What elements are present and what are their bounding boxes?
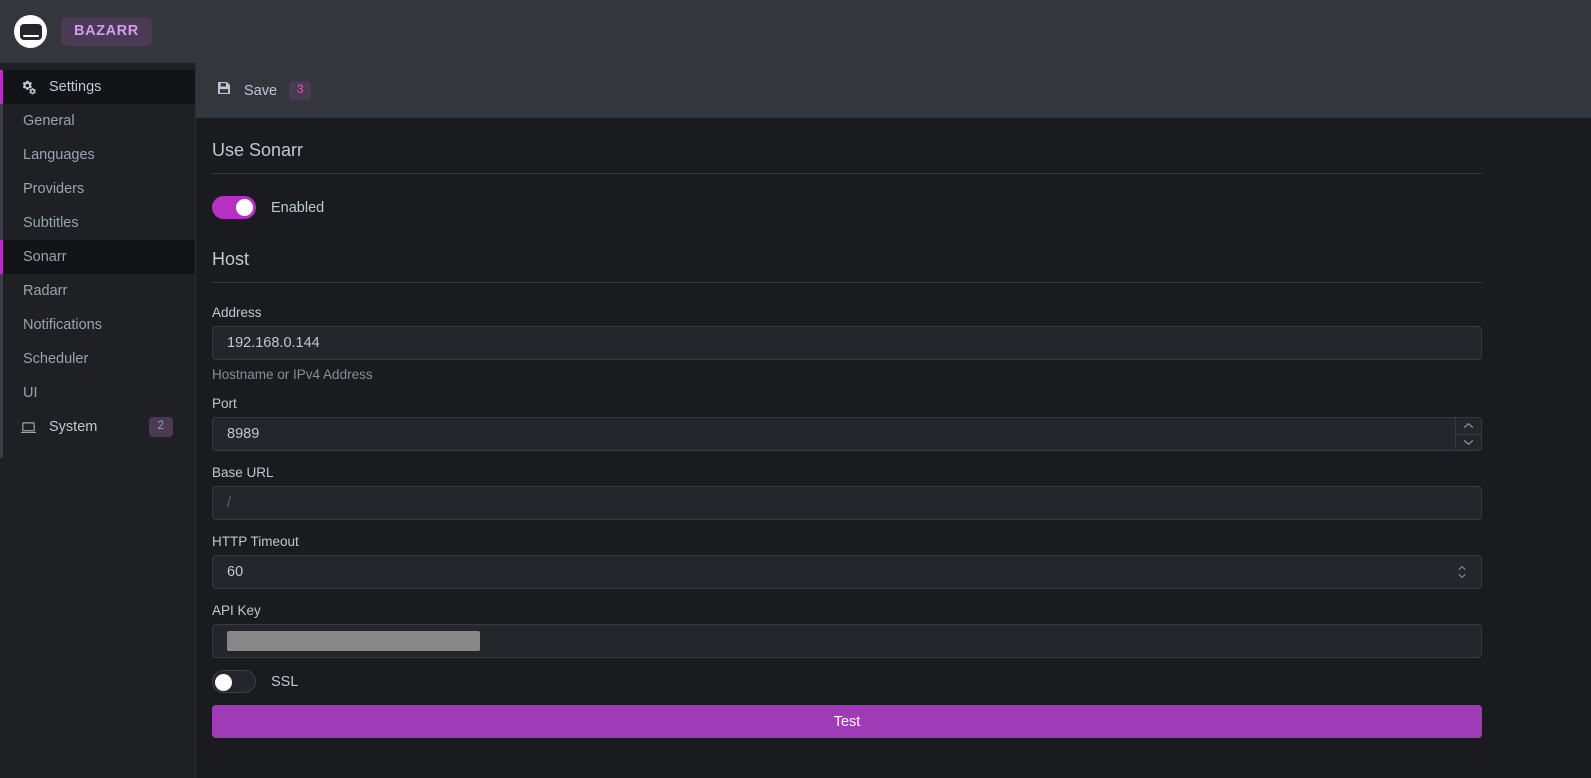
sidebar: Settings General Languages Providers Sub… <box>0 63 196 778</box>
port-input-value: 8989 <box>227 426 260 442</box>
address-hint: Hostname or IPv4 Address <box>212 367 373 382</box>
port-label: Port <box>212 396 237 411</box>
base-url-input[interactable]: / <box>212 486 1482 520</box>
toggle-knob <box>215 674 232 691</box>
base-url-label: Base URL <box>212 465 274 480</box>
brand-badge[interactable]: BAZARR <box>61 17 152 46</box>
logo-inner-shape <box>19 23 42 40</box>
api-key-input[interactable] <box>212 624 1482 658</box>
sidebar-item-sonarr[interactable]: Sonarr <box>0 240 195 274</box>
sidebar-item-label: UI <box>23 384 38 401</box>
enabled-toggle-label: Enabled <box>271 199 325 216</box>
base-url-input-placeholder: / <box>227 495 232 511</box>
sidebar-bottom-rail <box>0 444 195 458</box>
port-stepper[interactable] <box>1455 418 1481 450</box>
sidebar-item-system[interactable]: System 2 <box>0 410 195 444</box>
sidebar-item-label: Notifications <box>23 316 102 333</box>
laptop-icon <box>20 419 37 436</box>
toggle-knob <box>236 199 253 216</box>
field-base-url: Base URL / <box>212 465 1591 534</box>
http-timeout-input[interactable]: 60 <box>212 555 1482 589</box>
field-gap <box>212 520 1591 534</box>
sidebar-item-radarr[interactable]: Radarr <box>0 274 195 308</box>
field-http-timeout: HTTP Timeout 60 <box>212 534 1591 603</box>
enabled-toggle-row: Enabled <box>212 196 1591 219</box>
sidebar-item-providers[interactable]: Providers <box>0 172 195 206</box>
sidebar-item-ui[interactable]: UI <box>0 376 195 410</box>
sidebar-item-label: Radarr <box>23 282 68 299</box>
address-label: Address <box>212 305 262 320</box>
sidebar-item-label: Sonarr <box>23 248 67 265</box>
field-address: Address 192.168.0.144 Hostname or IPv4 A… <box>212 305 1591 382</box>
http-timeout-stepper[interactable] <box>1457 565 1467 579</box>
address-input[interactable]: 192.168.0.144 <box>212 326 1482 360</box>
save-button[interactable]: Save <box>216 80 277 101</box>
sidebar-item-general[interactable]: General <box>0 104 195 138</box>
ssl-toggle-label: SSL <box>271 673 299 690</box>
section-title-use-sonarr: Use Sonarr <box>212 140 304 160</box>
field-api-key: API Key <box>212 603 1591 658</box>
section-divider <box>212 173 1482 174</box>
api-key-label: API Key <box>212 603 261 618</box>
sidebar-item-label: Providers <box>23 180 85 197</box>
sidebar-item-scheduler[interactable]: Scheduler <box>0 342 195 376</box>
ssl-toggle[interactable] <box>212 670 256 693</box>
ssl-toggle-row: SSL <box>212 670 1591 693</box>
sidebar-item-label: Subtitles <box>23 214 79 231</box>
sidebar-item-notifications[interactable]: Notifications <box>0 308 195 342</box>
sidebar-item-label: General <box>23 112 75 129</box>
sidebar-item-languages[interactable]: Languages <box>0 138 195 172</box>
sidebar-header-label: Settings <box>49 78 102 95</box>
cogs-icon <box>20 79 37 96</box>
section-title-host: Host <box>212 249 250 269</box>
sidebar-item-label: System <box>49 418 98 435</box>
port-stepper-down[interactable] <box>1456 435 1481 451</box>
sidebar-item-label: Scheduler <box>23 350 89 367</box>
floppy-disk-icon <box>216 80 232 101</box>
field-gap <box>212 451 1591 465</box>
settings-form: Use Sonarr Enabled Host Address 192.168.… <box>196 118 1591 738</box>
sidebar-item-subtitles[interactable]: Subtitles <box>0 206 195 240</box>
settings-toolbar: Save 3 <box>196 63 1591 118</box>
bazarr-logo-icon[interactable] <box>14 15 47 48</box>
enabled-toggle[interactable] <box>212 196 256 219</box>
sidebar-item-label: Languages <box>23 146 95 163</box>
test-button[interactable]: Test <box>212 705 1482 738</box>
top-navigation-bar: BAZARR <box>0 0 1591 63</box>
http-timeout-input-value: 60 <box>227 564 244 580</box>
field-port: Port 8989 <box>212 396 1591 465</box>
sidebar-system-badge: 2 <box>148 417 173 437</box>
api-key-redacted-value <box>227 631 480 651</box>
sidebar-header-settings[interactable]: Settings <box>0 70 195 104</box>
main-content: Save 3 Use Sonarr Enabled Host Address 1… <box>196 63 1591 778</box>
save-count-badge: 3 <box>289 80 312 101</box>
field-gap <box>212 589 1591 603</box>
port-input[interactable]: 8989 <box>212 417 1482 451</box>
section-divider <box>212 282 1482 283</box>
port-stepper-up[interactable] <box>1456 418 1481 435</box>
http-timeout-label: HTTP Timeout <box>212 534 299 549</box>
address-input-value: 192.168.0.144 <box>227 335 320 351</box>
save-button-label: Save <box>244 82 278 99</box>
